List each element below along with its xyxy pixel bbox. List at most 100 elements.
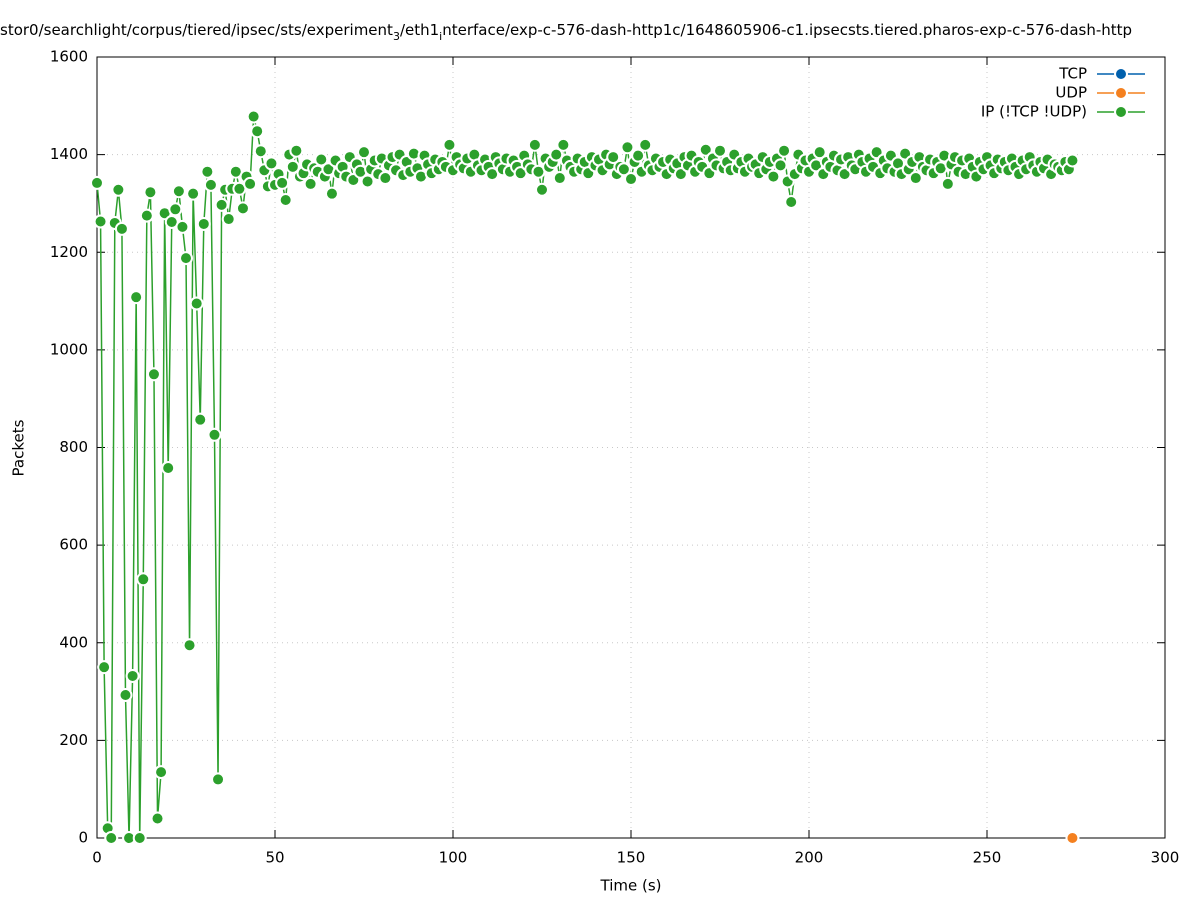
data-point — [235, 201, 250, 216]
series-line — [96, 116, 1074, 839]
data-point — [275, 175, 290, 190]
title-part: /eth1 — [400, 21, 439, 39]
data-point — [168, 202, 183, 217]
data-point — [200, 164, 215, 179]
title-part: nterface/exp-c-576-dash-http1c/164860590… — [442, 21, 1132, 39]
y-axis-label: Packets — [10, 419, 28, 476]
data-point — [189, 296, 204, 311]
data-point — [285, 159, 300, 174]
data-point — [766, 169, 781, 184]
data-point — [303, 176, 318, 191]
y-tick-label: 600 — [59, 536, 88, 554]
y-tick-label: 1600 — [50, 48, 88, 66]
y-tick-label: 1400 — [50, 145, 88, 163]
data-point — [154, 765, 169, 780]
data-point — [357, 145, 371, 160]
x-tick-label: 150 — [617, 849, 646, 867]
y-tick-label: 400 — [59, 633, 88, 651]
data-point — [812, 145, 827, 160]
data-point — [143, 185, 158, 200]
x-axis-label: Time (s) — [600, 877, 662, 895]
data-point — [104, 831, 119, 845]
x-tick-label: 250 — [973, 849, 1002, 867]
data-point — [250, 124, 265, 139]
data-point — [324, 186, 339, 201]
title-part: stor0/searchlight/corpus/tiered/ipsec/st… — [0, 21, 393, 39]
data-point — [93, 214, 108, 229]
data-point — [289, 143, 304, 158]
data-point — [527, 137, 542, 152]
data-point — [698, 142, 713, 157]
x-tick-label: 200 — [795, 849, 824, 867]
data-point — [784, 194, 799, 209]
data-point — [90, 175, 104, 190]
legend-label: TCP — [1058, 65, 1087, 83]
data-point — [624, 172, 638, 187]
legend-label: IP (!TCP !UDP) — [981, 103, 1087, 121]
data-point — [243, 176, 258, 191]
data-point — [673, 167, 688, 182]
data-point — [620, 140, 635, 155]
data-point — [908, 171, 923, 186]
legend-label: UDP — [1055, 84, 1087, 102]
data-point — [535, 182, 549, 197]
data-point — [378, 171, 393, 186]
data-point — [360, 174, 375, 189]
data-point — [146, 367, 161, 382]
data-point — [161, 461, 176, 476]
data-point — [278, 193, 293, 208]
y-tick-label: 200 — [59, 731, 88, 749]
data-point — [97, 660, 112, 675]
data-point — [111, 182, 126, 197]
y-tick-label: 1200 — [50, 243, 88, 261]
data-point — [556, 137, 571, 152]
y-tick-label: 800 — [59, 438, 88, 456]
x-tick-label: 50 — [265, 849, 284, 867]
data-point — [139, 208, 154, 223]
data-point — [1065, 153, 1080, 168]
data-point — [314, 152, 329, 167]
data-point — [179, 251, 193, 266]
data-point — [552, 171, 567, 186]
data-point — [616, 162, 631, 177]
data-point — [175, 219, 190, 234]
data-point — [221, 212, 236, 227]
data-point — [150, 811, 165, 826]
data-point — [549, 147, 564, 162]
data-point — [940, 176, 955, 191]
data-point — [777, 143, 792, 158]
data-point — [211, 772, 226, 787]
data-point — [207, 427, 222, 442]
data-point — [193, 412, 208, 427]
data-point — [136, 572, 151, 587]
data-point — [214, 197, 229, 212]
data-point — [606, 150, 621, 165]
x-tick-label: 100 — [439, 849, 468, 867]
title-part: i — [439, 30, 442, 43]
data-point — [442, 137, 457, 152]
data-point — [171, 184, 186, 199]
data-point — [182, 638, 197, 653]
data-point — [203, 177, 218, 192]
legend-swatch — [1114, 86, 1128, 100]
x-tick-label: 300 — [1151, 849, 1180, 867]
chart-title: stor0/searchlight/corpus/tiered/ipsec/st… — [0, 21, 1132, 43]
data-point — [114, 221, 129, 236]
data-point — [773, 158, 788, 173]
data-point — [713, 143, 727, 158]
y-tick-label: 1000 — [50, 340, 88, 358]
data-point — [132, 831, 147, 845]
data-point — [264, 156, 279, 171]
plot-frame — [96, 56, 1166, 839]
legend-swatch — [1114, 67, 1128, 81]
data-point — [196, 216, 211, 231]
title-part: 3 — [393, 30, 400, 43]
data-point — [118, 687, 133, 702]
data-point — [186, 186, 201, 201]
data-point — [638, 137, 653, 152]
data-point — [631, 148, 646, 163]
data-point — [129, 290, 144, 305]
legend-swatch — [1114, 105, 1128, 119]
y-tick-label: 0 — [78, 829, 88, 847]
